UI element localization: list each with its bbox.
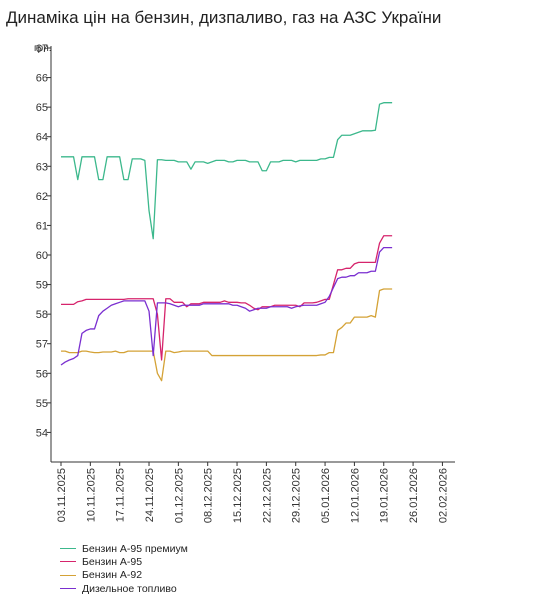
y-tick-label: 58 <box>36 309 48 321</box>
series-line <box>60 246 393 366</box>
x-tick-label: 01.12.2025 <box>173 468 185 523</box>
series-line <box>61 288 393 382</box>
legend-item[interactable]: Бензин А-92 <box>60 569 188 582</box>
y-tick-label: 54 <box>36 427 48 439</box>
y-tick-label: 65 <box>36 102 48 114</box>
x-tick-label: 10.11.2025 <box>85 468 97 522</box>
x-tick-label: 15.12.2025 <box>232 468 244 523</box>
legend-label: Бензин А-95 премиум <box>82 542 188 555</box>
series-line <box>61 102 393 240</box>
y-tick-label: 62 <box>36 191 48 203</box>
x-tick-label: 26.01.2026 <box>408 468 420 523</box>
x-tick-label: 29.12.2025 <box>291 468 303 523</box>
y-tick-label: 60 <box>36 250 48 262</box>
x-tick-label: 19.01.2026 <box>379 468 391 523</box>
legend-swatch <box>60 588 76 590</box>
legend-swatch <box>60 561 76 563</box>
legend-item[interactable]: Бензин А-95 премиум <box>60 542 188 555</box>
legend-label: Бензин А-95 <box>82 555 143 568</box>
x-tick-label: 08.12.2025 <box>203 468 215 523</box>
y-axis-label: грн. <box>34 43 52 54</box>
legend-swatch <box>60 574 76 576</box>
legend-label: Дизельное топливо <box>82 582 177 595</box>
y-tick-label: 66 <box>36 73 48 85</box>
x-tick-label: 17.11.2025 <box>115 468 127 522</box>
y-tick-label: 64 <box>36 132 48 144</box>
x-tick-label: 22.12.2025 <box>261 468 273 523</box>
legend-item[interactable]: Дизельное топливо <box>60 582 188 595</box>
chart-title: Динаміка цін на бензин, дизпаливо, газ н… <box>6 8 442 27</box>
legend-label: Бензин А-92 <box>82 569 143 582</box>
chart-legend: Бензин А-95 премиум Бензин А-95 Бензин А… <box>60 542 188 595</box>
series-line <box>61 235 393 361</box>
x-tick-label: 03.11.2025 <box>56 468 68 522</box>
y-tick-label: 57 <box>36 339 48 351</box>
legend-item[interactable]: Бензин А-95 <box>60 555 188 568</box>
x-tick-label: 05.01.2026 <box>320 468 332 523</box>
x-tick-label: 02.02.2026 <box>437 468 449 523</box>
x-tick-label: 12.01.2026 <box>349 468 361 523</box>
y-tick-label: 63 <box>36 161 48 173</box>
y-tick-label: 55 <box>36 398 48 410</box>
y-tick-label: 67 <box>36 43 48 55</box>
x-tick-label: 24.11.2025 <box>144 468 156 522</box>
y-tick-label: 59 <box>36 280 48 292</box>
legend-swatch <box>60 548 76 550</box>
y-tick-label: 61 <box>36 220 48 232</box>
y-tick-label: 56 <box>36 368 48 380</box>
